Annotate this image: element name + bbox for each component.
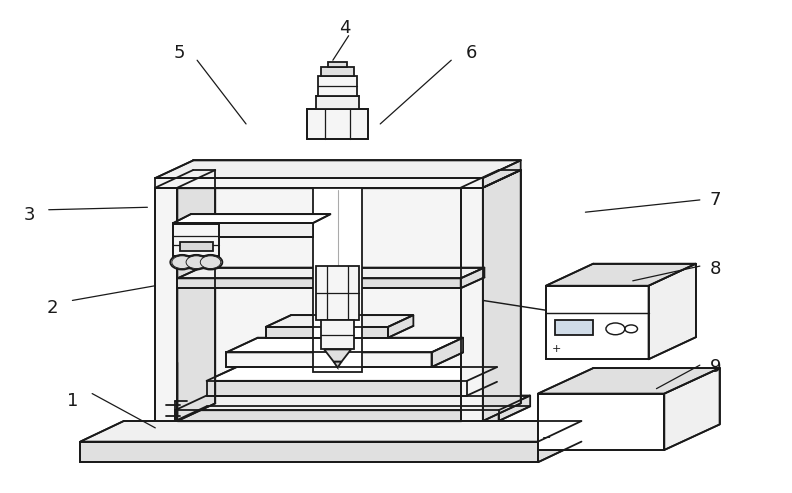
Bar bbox=[316, 96, 359, 109]
Polygon shape bbox=[483, 170, 520, 421]
Polygon shape bbox=[388, 315, 413, 338]
Polygon shape bbox=[324, 350, 351, 362]
Polygon shape bbox=[461, 188, 483, 421]
Polygon shape bbox=[499, 395, 530, 421]
Polygon shape bbox=[173, 223, 313, 237]
Polygon shape bbox=[155, 160, 520, 178]
Polygon shape bbox=[177, 279, 461, 288]
Polygon shape bbox=[155, 178, 483, 188]
Bar bbox=[321, 67, 354, 76]
Polygon shape bbox=[173, 214, 330, 223]
Polygon shape bbox=[177, 188, 461, 421]
Text: +: + bbox=[552, 345, 562, 354]
Bar bbox=[313, 188, 362, 372]
Text: 2: 2 bbox=[47, 299, 59, 317]
Text: 6: 6 bbox=[465, 44, 477, 62]
Text: 9: 9 bbox=[710, 357, 722, 376]
Polygon shape bbox=[461, 170, 520, 188]
Polygon shape bbox=[546, 286, 649, 359]
Polygon shape bbox=[649, 264, 696, 359]
Text: 3: 3 bbox=[23, 206, 35, 224]
Polygon shape bbox=[207, 381, 467, 395]
Polygon shape bbox=[155, 170, 215, 188]
Bar bbox=[555, 320, 593, 335]
Bar bbox=[166, 405, 180, 416]
Polygon shape bbox=[175, 410, 499, 421]
Bar bbox=[180, 243, 213, 251]
Polygon shape bbox=[664, 368, 720, 450]
Polygon shape bbox=[483, 160, 520, 188]
Circle shape bbox=[186, 256, 207, 269]
Bar bbox=[318, 76, 357, 96]
Bar bbox=[316, 266, 359, 320]
Polygon shape bbox=[80, 442, 538, 462]
Polygon shape bbox=[175, 395, 530, 410]
Text: 5: 5 bbox=[173, 44, 185, 62]
Text: −: − bbox=[542, 433, 551, 443]
Polygon shape bbox=[177, 170, 215, 421]
Polygon shape bbox=[538, 393, 664, 450]
Polygon shape bbox=[333, 362, 341, 368]
Polygon shape bbox=[227, 352, 432, 367]
Polygon shape bbox=[538, 368, 720, 393]
Text: 7: 7 bbox=[710, 191, 722, 209]
Circle shape bbox=[172, 256, 192, 269]
Text: 8: 8 bbox=[710, 259, 722, 278]
Polygon shape bbox=[546, 264, 696, 286]
Bar bbox=[328, 62, 348, 67]
Polygon shape bbox=[467, 367, 497, 395]
Polygon shape bbox=[173, 224, 219, 256]
Polygon shape bbox=[461, 268, 485, 288]
Polygon shape bbox=[155, 188, 177, 421]
Polygon shape bbox=[266, 327, 388, 338]
Text: 1: 1 bbox=[67, 392, 78, 410]
Polygon shape bbox=[432, 338, 463, 367]
Text: 4: 4 bbox=[339, 19, 350, 37]
Circle shape bbox=[200, 256, 221, 269]
Polygon shape bbox=[307, 109, 368, 139]
Polygon shape bbox=[266, 315, 413, 327]
Polygon shape bbox=[227, 338, 463, 352]
Polygon shape bbox=[80, 421, 581, 442]
Polygon shape bbox=[207, 367, 497, 381]
Polygon shape bbox=[177, 268, 485, 279]
Bar bbox=[321, 320, 354, 350]
Polygon shape bbox=[538, 421, 581, 462]
